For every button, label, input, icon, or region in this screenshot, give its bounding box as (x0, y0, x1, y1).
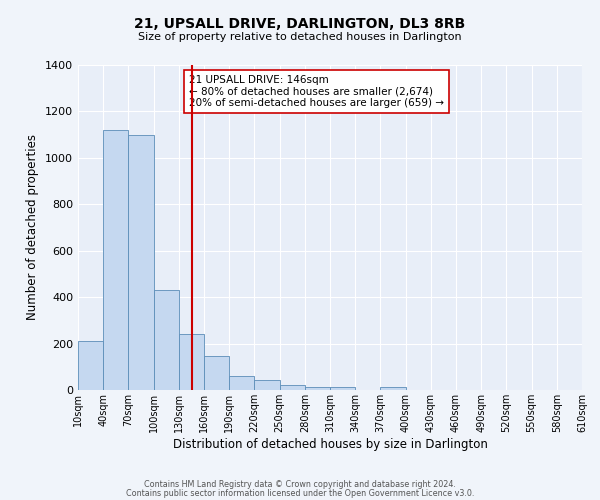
Bar (280, 385, 305, 390)
Bar (254, 380, 280, 390)
Y-axis label: Number of detached properties: Number of detached properties (26, 134, 40, 320)
Text: Contains public sector information licensed under the Open Government Licence v3: Contains public sector information licen… (126, 488, 474, 498)
Bar (380, 386, 406, 390)
Bar (229, 376, 254, 390)
Bar (204, 356, 229, 390)
Bar (330, 386, 355, 390)
Text: Contains HM Land Registry data © Crown copyright and database right 2024.: Contains HM Land Registry data © Crown c… (144, 480, 456, 489)
Bar (305, 387, 330, 390)
Bar (128, 134, 154, 390)
Bar (78, 341, 103, 390)
Text: Size of property relative to detached houses in Darlington: Size of property relative to detached ho… (138, 32, 462, 42)
Text: 21, UPSALL DRIVE, DARLINGTON, DL3 8RB: 21, UPSALL DRIVE, DARLINGTON, DL3 8RB (134, 18, 466, 32)
Bar (154, 290, 179, 390)
Text: 21 UPSALL DRIVE: 146sqm
← 80% of detached houses are smaller (2,674)
20% of semi: 21 UPSALL DRIVE: 146sqm ← 80% of detache… (189, 74, 444, 108)
Bar (103, 130, 128, 390)
X-axis label: Distribution of detached houses by size in Darlington: Distribution of detached houses by size … (173, 438, 487, 450)
Bar (179, 334, 204, 390)
